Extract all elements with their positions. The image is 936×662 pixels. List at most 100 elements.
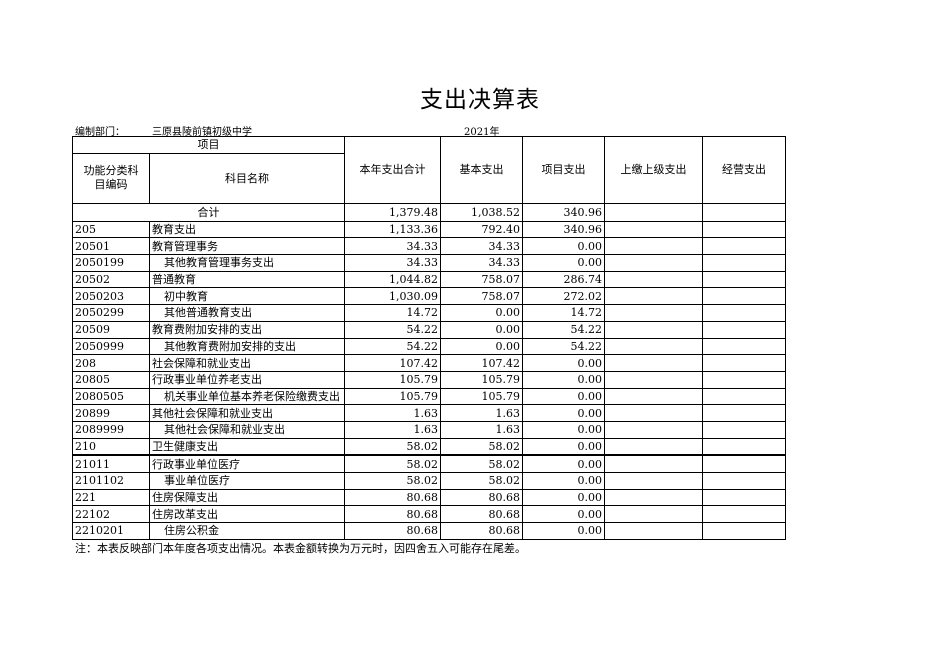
row-total: 105.79: [344, 387, 441, 406]
table-row: 2210201 住房公积金 80.68 80.68 0.00: [72, 522, 786, 540]
table-row: 21011 行政事业单位医疗 58.02 58.02 0.00: [72, 454, 786, 474]
row-basic: 1.63: [440, 420, 523, 439]
row-total: 1,030.09: [344, 287, 441, 306]
table-row: 20509 教育费附加安排的支出 54.22 0.00 54.22: [72, 320, 786, 339]
table-row: 210 卫生健康支出 58.02 58.02 0.00: [72, 437, 786, 456]
row-name: 住房改革支出: [149, 505, 345, 524]
row-project: 0.00: [522, 472, 605, 490]
row-upper: [604, 220, 703, 239]
expenditure-table: 项目 本年支出合计 基本支出 项目支出 上缴上级支出 经营支出 功能分类科目编码…: [72, 136, 786, 540]
row-business: [702, 320, 786, 339]
row-total: 80.68: [344, 505, 441, 524]
row-business: [702, 522, 786, 540]
header-code: 功能分类科目编码: [72, 152, 150, 204]
row-name: 住房公积金: [149, 522, 345, 540]
row-upper: [604, 488, 703, 507]
row-name: 其他教育管理事务支出: [149, 254, 345, 272]
header-business: 经营支出: [702, 136, 786, 204]
year: 2021年: [464, 127, 500, 138]
row-code: 208: [72, 354, 150, 372]
row-business: [702, 287, 786, 306]
row-basic: 58.02: [440, 454, 523, 474]
row-basic: 58.02: [440, 437, 523, 456]
row-name: 其他社会保障和就业支出: [149, 404, 345, 422]
footnote: 注：本表反映部门本年度各项支出情况。本表金额转换为万元时，因四舍五入可能存在尾差…: [75, 542, 526, 555]
row-code: 221: [72, 488, 150, 507]
header-row-1: 项目 本年支出合计 基本支出 项目支出 上缴上级支出 经营支出: [72, 136, 786, 204]
row-project: 54.22: [522, 320, 605, 339]
row-name: 行政事业单位医疗: [149, 454, 345, 474]
row-upper: [604, 370, 703, 389]
row-total: 107.42: [344, 354, 441, 372]
table-row: 2050199 其他教育管理事务支出 34.33 34.33 0.00: [72, 254, 786, 272]
header-name: 科目名称: [149, 152, 345, 204]
row-basic: 80.68: [440, 505, 523, 524]
row-name: 机关事业单位基本养老保险缴费支出: [149, 387, 345, 406]
table-row: 2080505 机关事业单位基本养老保险缴费支出 105.79 105.79 0.00: [72, 387, 786, 406]
row-name: 行政事业单位养老支出: [149, 370, 345, 389]
row-name: 其他社会保障和就业支出: [149, 420, 345, 439]
row-basic: 758.07: [440, 287, 523, 306]
total-row: 合计 1,379.48 1,038.52 340.96: [72, 202, 786, 222]
row-basic: 0.00: [440, 304, 523, 322]
row-basic: 105.79: [440, 387, 523, 406]
row-upper: [604, 287, 703, 306]
row-code: 210: [72, 437, 150, 456]
page-title: 支出决算表: [420, 87, 540, 113]
row-project: 14.72: [522, 304, 605, 322]
row-business: [702, 220, 786, 239]
row-upper: [604, 472, 703, 490]
row-project: 0.00: [522, 522, 605, 540]
row-name: 普通教育: [149, 270, 345, 289]
row-project: 0.00: [522, 254, 605, 272]
row-upper: [604, 420, 703, 439]
row-total: 1.63: [344, 404, 441, 422]
table-row: 2050203 初中教育 1,030.09 758.07 272.02: [72, 287, 786, 306]
row-basic: 34.33: [440, 254, 523, 272]
row-upper: [604, 237, 703, 256]
row-business: [702, 505, 786, 524]
row-project: 0.00: [522, 237, 605, 256]
row-project: 0.00: [522, 387, 605, 406]
row-total: 54.22: [344, 320, 441, 339]
row-business: [702, 420, 786, 439]
row-code: 20805: [72, 370, 150, 389]
table-row: 22102 住房改革支出 80.68 80.68 0.00: [72, 505, 786, 524]
row-business: [702, 404, 786, 422]
row-name: 教育支出: [149, 220, 345, 239]
row-project: 54.22: [522, 337, 605, 356]
row-total: 58.02: [344, 454, 441, 474]
row-code: 2089999: [72, 420, 150, 439]
table-row: 2050299 其他普通教育支出 14.72 0.00 14.72: [72, 304, 786, 322]
row-code: 2101102: [72, 472, 150, 490]
row-upper: [604, 304, 703, 322]
row-project: 340.96: [522, 220, 605, 239]
row-project: 0.00: [522, 404, 605, 422]
row-project: 0.00: [522, 370, 605, 389]
total-total: 1,379.48: [344, 202, 441, 222]
row-business: [702, 270, 786, 289]
table-row: 20502 普通教育 1,044.82 758.07 286.74: [72, 270, 786, 289]
row-name: 其他普通教育支出: [149, 304, 345, 322]
row-total: 1,044.82: [344, 270, 441, 289]
row-upper: [604, 522, 703, 540]
row-basic: 58.02: [440, 472, 523, 490]
row-basic: 80.68: [440, 488, 523, 507]
row-business: [702, 370, 786, 389]
row-project: 0.00: [522, 488, 605, 507]
row-code: 20899: [72, 404, 150, 422]
row-total: 34.33: [344, 237, 441, 256]
row-project: 286.74: [522, 270, 605, 289]
row-name: 教育管理事务: [149, 237, 345, 256]
table-row: 2101102 事业单位医疗 58.02 58.02 0.00: [72, 472, 786, 490]
row-upper: [604, 505, 703, 524]
row-name: 教育费附加安排的支出: [149, 320, 345, 339]
row-upper: [604, 270, 703, 289]
row-code: 21011: [72, 454, 150, 474]
row-upper: [604, 320, 703, 339]
row-project: 0.00: [522, 354, 605, 372]
total-label: 合计: [72, 202, 345, 222]
table-row: 20899 其他社会保障和就业支出 1.63 1.63 0.00: [72, 404, 786, 422]
row-business: [702, 387, 786, 406]
row-basic: 0.00: [440, 320, 523, 339]
